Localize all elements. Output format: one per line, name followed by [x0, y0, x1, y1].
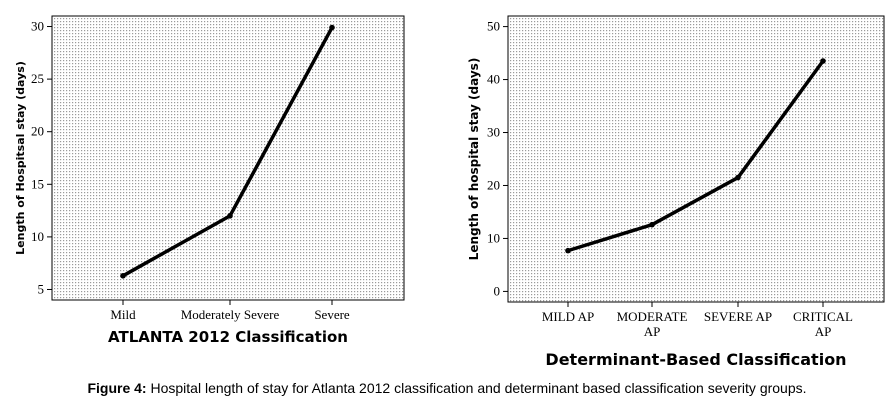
series-line [566, 59, 825, 253]
x-tick-label: SEVERE AP [704, 309, 772, 324]
y-tick-label: 0 [494, 283, 501, 298]
x-axis-title: ATLANTA 2012 Classification [108, 328, 348, 346]
x-tick-label-line: MODERATE [617, 309, 688, 324]
data-point [120, 273, 126, 279]
y-axis-title: Length of Hospitsal stay (days) [14, 61, 27, 255]
data-point [820, 58, 826, 64]
x-tick-label: MODERATE AP [617, 309, 688, 339]
y-tick-label: 50 [487, 19, 500, 34]
chart-1: 5 10 15 20 25 30 Mild Moderately Severe Severe AT… [14, 15, 405, 346]
x-tick-label-line: AP [644, 324, 661, 339]
y-tick-label: 20 [487, 177, 500, 192]
y-tick-label: 10 [487, 230, 500, 245]
y-tick-label: 10 [31, 229, 44, 244]
x-tick-label-line: Moderately Severe [181, 307, 280, 322]
x-tick-label: Mild [110, 307, 136, 322]
data-point [329, 24, 335, 31]
data-point [565, 247, 571, 254]
y-tick-label: 30 [487, 125, 500, 140]
y-tick-label: 5 [38, 281, 45, 296]
x-tick-label-line: Mild [110, 307, 136, 322]
y-tick-label: 15 [31, 176, 44, 191]
plot-area [507, 15, 885, 303]
data-point [227, 213, 233, 219]
x-tick-label: MILD AP [542, 309, 594, 324]
y-tick-label: 30 [31, 19, 44, 34]
caption-text: Hospital length of stay for Atlanta 2012… [146, 380, 807, 396]
caption-label: Figure 4: [87, 380, 147, 396]
x-tick-label-line: SEVERE AP [704, 309, 772, 324]
x-tick-label: CRITICAL AP [793, 309, 853, 339]
x-tick-label: Severe [314, 307, 350, 322]
y-tick-label: 20 [31, 124, 44, 139]
plot-area [51, 15, 405, 301]
x-tick-label-line: MILD AP [542, 309, 594, 324]
y-tick-label: 40 [487, 72, 500, 87]
x-tick-label-line: CRITICAL [793, 309, 853, 324]
figure-caption: Figure 4: Hospital length of stay for At… [0, 380, 894, 396]
x-tick-label: Moderately Severe [181, 307, 280, 322]
x-tick-label-line: Severe [314, 307, 350, 322]
y-axis-title: Length of hospital stay (days) [467, 58, 481, 261]
x-axis-title: Determinant-Based Classification [545, 350, 846, 369]
x-tick-label-line: AP [815, 324, 832, 339]
y-tick-label: 25 [31, 71, 44, 86]
data-point [735, 174, 741, 181]
data-point [649, 221, 655, 228]
